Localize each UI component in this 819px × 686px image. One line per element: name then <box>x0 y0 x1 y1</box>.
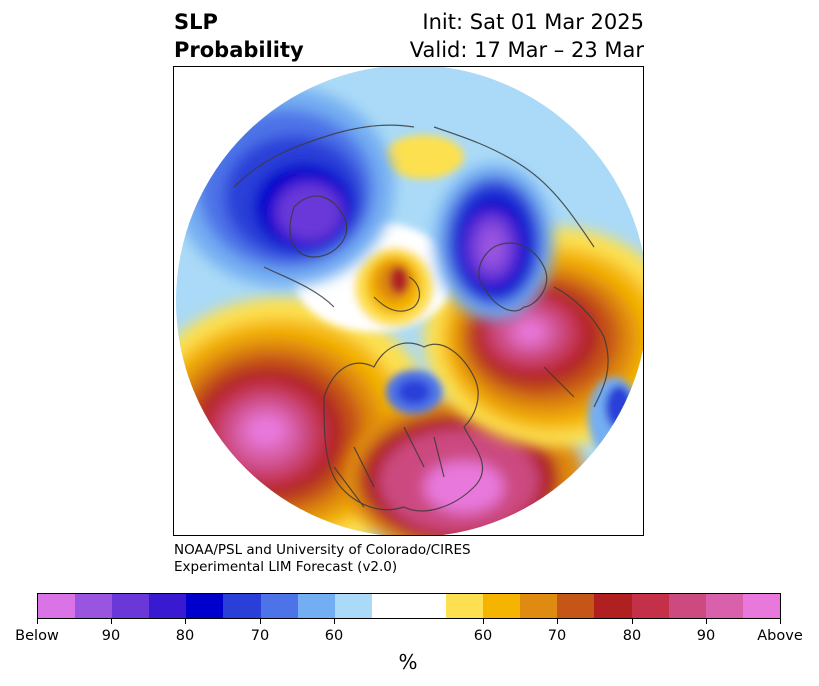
colorbar-segment <box>705 594 743 618</box>
forecast-dates: Init: Sat 01 Mar 2025 Valid: 17 Mar – 23… <box>410 8 644 64</box>
colorbar-tick-label: 80 <box>175 628 195 644</box>
colorbar-tick-mark <box>37 619 38 624</box>
colorbar-tick-mark <box>260 619 261 624</box>
colorbar-segment <box>260 594 298 618</box>
colorbar-tick-label: 90 <box>101 628 121 644</box>
colorbar-segment <box>446 594 484 618</box>
colorbar-segment <box>557 594 595 618</box>
colorbar-tick-label: 60 <box>324 628 344 644</box>
map-canvas <box>176 67 643 535</box>
colorbar-segment <box>223 594 261 618</box>
valid-range: Valid: 17 Mar – 23 Mar <box>409 38 644 62</box>
colorbar-units: % <box>398 650 418 674</box>
colorbar-tick-mark <box>780 619 781 624</box>
colorbar-tick-label: 70 <box>250 628 270 644</box>
title-line-2: Probability <box>174 38 304 62</box>
colorbar-segment <box>668 594 706 618</box>
map-title: SLP Probability <box>174 8 304 64</box>
colorbar-tick-mark <box>632 619 633 624</box>
credit-line-1: NOAA/PSL and University of Colorado/CIRE… <box>174 542 471 558</box>
credit-text: NOAA/PSL and University of Colorado/CIRE… <box>174 542 471 576</box>
probability-map <box>173 66 644 536</box>
colorbar-tick-mark <box>185 619 186 624</box>
colorbar-tick-label: Above <box>757 628 803 644</box>
colorbar-tick-mark <box>483 619 484 624</box>
colorbar-segment <box>483 594 521 618</box>
colorbar-tick-mark <box>111 619 112 624</box>
colorbar-tick-label: 70 <box>547 628 567 644</box>
colorbar-segment <box>297 594 335 618</box>
colorbar-segment <box>38 594 76 618</box>
colorbar <box>37 593 781 619</box>
colorbar-tick-label: 60 <box>473 628 493 644</box>
colorbar-segment <box>594 594 632 618</box>
colorbar-segment <box>631 594 669 618</box>
colorbar-tick-label: Below <box>15 628 59 644</box>
init-date: Init: Sat 01 Mar 2025 <box>422 10 644 34</box>
colorbar-segment <box>112 594 150 618</box>
colorbar-segment <box>334 594 372 618</box>
colorbar-segment <box>75 594 113 618</box>
colorbar-segment <box>408 594 447 618</box>
colorbar-segment <box>520 594 558 618</box>
colorbar-tick-mark <box>706 619 707 624</box>
colorbar-tick-mark <box>334 619 335 624</box>
colorbar-segment <box>742 594 780 618</box>
credit-line-2: Experimental LIM Forecast (v2.0) <box>174 559 398 575</box>
colorbar-segment <box>186 594 224 618</box>
colorbar-segment <box>371 594 409 618</box>
colorbar-tick-label: 90 <box>696 628 716 644</box>
colorbar-segment <box>149 594 187 618</box>
colorbar-tick-label: 80 <box>622 628 642 644</box>
colorbar-tick-mark <box>557 619 558 624</box>
title-line-1: SLP <box>174 10 218 34</box>
